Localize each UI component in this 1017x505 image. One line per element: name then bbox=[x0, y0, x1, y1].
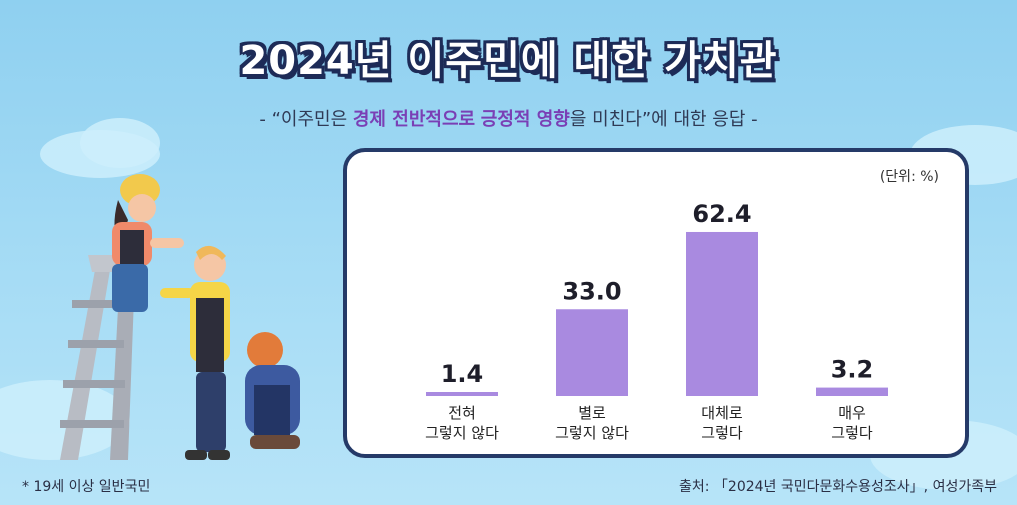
bar-value-label-2: 33.0 bbox=[562, 277, 621, 305]
woman-worker-icon bbox=[112, 174, 184, 312]
category-label-4-line-2: 그렇다 bbox=[831, 424, 873, 442]
unit-label: (단위: %) bbox=[879, 169, 939, 185]
bar-value-label-1: 1.4 bbox=[441, 360, 484, 388]
bar-value-label-3: 62.4 bbox=[692, 200, 751, 228]
bar-3 bbox=[686, 231, 758, 396]
bar-2 bbox=[556, 309, 628, 396]
subtitle-prefix: - “이주민은 bbox=[259, 109, 353, 130]
category-label-3-line-1: 대체로 bbox=[701, 404, 743, 422]
footnote: * 19세 이상 일반국민 bbox=[22, 479, 151, 495]
page-title: 2024년 이주민에 대한 가치관 bbox=[239, 38, 778, 84]
source-note: 출처: 「2024년 국민다문화수용성조사」, 여성가족부 bbox=[679, 479, 997, 495]
category-label-4-line-1: 매우 bbox=[838, 404, 866, 422]
subtitle-highlight-positive: 긍정적 영향 bbox=[480, 109, 570, 130]
man-worker-icon bbox=[160, 245, 230, 460]
bar-4 bbox=[816, 387, 888, 396]
bar-1 bbox=[426, 392, 498, 396]
workers-on-ladder-illustration bbox=[60, 174, 300, 460]
subtitle: - “이주민은 경제 전반적으로 긍정적 영향을 미친다”에 대한 응답 - bbox=[0, 105, 1017, 131]
subtitle-suffix: 을 미친다”에 대한 응답 - bbox=[569, 109, 758, 130]
category-label-1-line-2: 그렇지 않다 bbox=[425, 424, 499, 442]
category-label-3-line-2: 그렇다 bbox=[701, 424, 743, 442]
category-label-2-line-2: 그렇지 않다 bbox=[555, 424, 629, 442]
category-label-1-line-1: 전혀 bbox=[448, 404, 476, 422]
crouching-worker-icon bbox=[245, 332, 300, 449]
bar-value-label-4: 3.2 bbox=[831, 356, 874, 384]
category-label-2-line-1: 별로 bbox=[578, 404, 606, 422]
cloud-decoration bbox=[80, 118, 160, 168]
subtitle-highlight-economy: 경제 전반적으로 bbox=[352, 109, 476, 130]
